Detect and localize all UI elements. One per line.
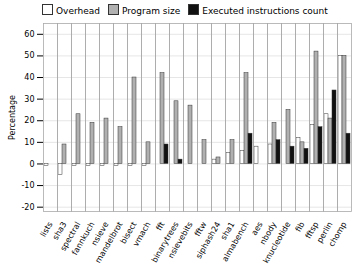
svg-text:fft: fft	[154, 220, 166, 232]
svg-text:-20: -20	[21, 203, 34, 212]
svg-text:nsievebits: nsievebits	[166, 220, 194, 260]
svg-text:30: 30	[24, 95, 34, 104]
svg-text:fib: fib	[294, 220, 307, 233]
html-text:Program size: Program size	[122, 6, 181, 16]
svg-text:fftw: fftw	[193, 220, 209, 238]
svg-text:perlin: perlin	[315, 220, 335, 245]
svg-text:aes: aes	[249, 220, 265, 237]
html-text:Executed instructions count: Executed instructions count	[202, 6, 328, 16]
html-text:Overhead: Overhead	[56, 6, 100, 16]
svg-text:Percentage: Percentage	[8, 95, 17, 140]
svg-text:50: 50	[24, 51, 34, 60]
svg-text:nsieve: nsieve	[89, 220, 111, 248]
svg-text:20: 20	[24, 116, 34, 125]
svg-text:knucleotide: knucleotide	[261, 220, 292, 265]
svg-text:fannkuch: fannkuch	[70, 220, 97, 257]
svg-text:almabench: almabench	[220, 220, 250, 263]
svg-text:sha1: sha1	[219, 220, 237, 242]
svg-text:spectral: spectral	[58, 220, 83, 253]
svg-text:mandelbrot: mandelbrot	[93, 220, 125, 265]
svg-text:nbody: nbody	[258, 220, 279, 247]
svg-text:0: 0	[29, 160, 34, 169]
svg-text:binarytrees: binarytrees	[149, 220, 181, 265]
svg-text:fftsp: fftsp	[303, 220, 321, 241]
svg-text:bisect: bisect	[118, 220, 139, 246]
svg-text:vmach: vmach	[131, 220, 152, 248]
svg-text:lists: lists	[38, 220, 55, 239]
svg-text:chomp: chomp	[327, 220, 348, 248]
svg-text:siphash24: siphash24	[194, 220, 222, 260]
svg-text:10: 10	[24, 138, 34, 147]
svg-text:-10: -10	[21, 181, 34, 190]
svg-text:60: 60	[24, 30, 34, 39]
svg-text:40: 40	[24, 73, 34, 82]
svg-text:sha3: sha3	[51, 220, 69, 242]
